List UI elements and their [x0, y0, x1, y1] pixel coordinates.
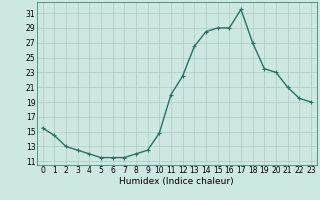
X-axis label: Humidex (Indice chaleur): Humidex (Indice chaleur) — [119, 177, 234, 186]
